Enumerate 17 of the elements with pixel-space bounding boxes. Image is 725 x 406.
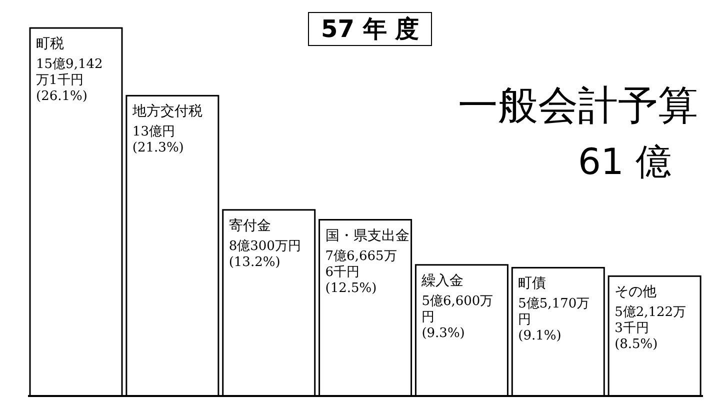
x-tick-label: 繰入金 bbox=[420, 272, 464, 289]
x-tick-label: 寄付金 bbox=[228, 218, 271, 234]
x-tick-label: 町税 bbox=[36, 36, 64, 52]
data-label: 5億5,170万円(9.1%) bbox=[518, 296, 590, 344]
data-label: 7億6,665万6千円(12.5%) bbox=[325, 248, 397, 296]
data-label: 5億6,600万円(9.3%) bbox=[422, 294, 494, 341]
data-label: 5億2,122万3千円(8.5%) bbox=[614, 305, 686, 352]
annotation: 61 億 bbox=[578, 141, 672, 185]
x-tick-label: 国・県支出金 bbox=[325, 228, 410, 244]
text: 一般会計予算 bbox=[458, 82, 698, 131]
data-label: 8億300万円(13.2%) bbox=[228, 238, 301, 270]
data-label: 13億円(21.3%) bbox=[132, 124, 184, 156]
data-label: 15億9,142万1千円(26.1%) bbox=[36, 57, 103, 104]
x-tick-label: 町債 bbox=[518, 276, 546, 292]
chart-title: 57 年 度 bbox=[308, 12, 432, 46]
x-tick-label: 地方交付税 bbox=[131, 104, 202, 120]
x-tick-label: その他 bbox=[614, 284, 657, 300]
